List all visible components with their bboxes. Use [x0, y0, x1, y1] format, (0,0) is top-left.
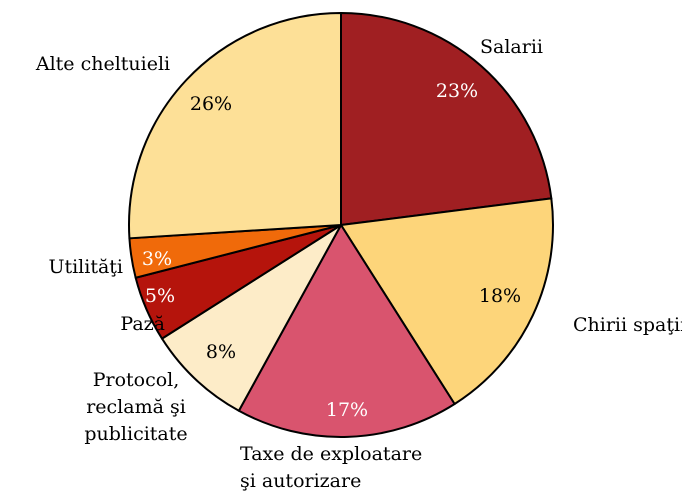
category-label: Taxe de exploatare şi autorizare	[240, 443, 422, 492]
value-label: 3%	[142, 248, 172, 270]
value-label: 23%	[436, 80, 478, 102]
pie-slice	[340, 12, 553, 226]
value-label: 26%	[190, 93, 232, 115]
pie-slice	[128, 12, 342, 240]
category-label: Pază	[120, 313, 165, 335]
pie-slice	[237, 224, 456, 438]
category-label: Alte cheltuieli	[35, 53, 170, 75]
category-label: Protocol, reclamă şi publicitate	[84, 369, 187, 445]
category-label: Salarii	[480, 36, 543, 58]
pie-slice	[340, 197, 554, 405]
value-label: 8%	[206, 341, 236, 363]
category-label: Utilităţi	[48, 256, 123, 278]
value-label: 5%	[145, 285, 175, 307]
category-label: Chirii spaţii	[573, 314, 682, 336]
value-label: 18%	[479, 285, 521, 307]
value-label: 17%	[326, 399, 368, 421]
pie-slice	[161, 224, 342, 412]
